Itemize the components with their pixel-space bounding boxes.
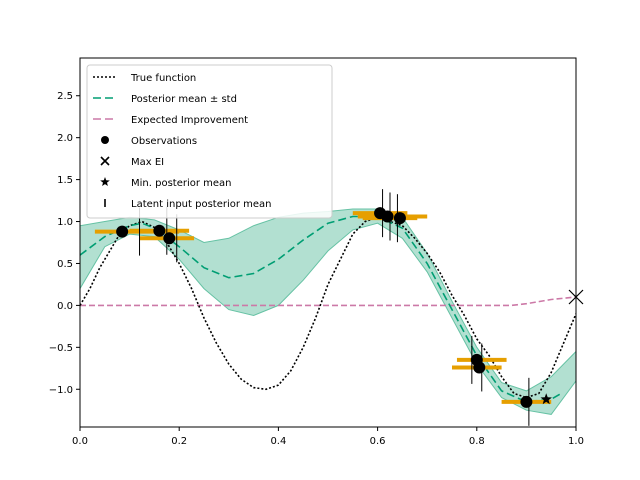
y-tick-label: 1.0 <box>57 217 73 228</box>
observation-point <box>473 361 486 374</box>
observation-point <box>163 232 176 245</box>
plot-frame <box>79 57 577 428</box>
legend-label: True function <box>130 73 196 84</box>
x-axis: 0.0 0.2 0.4 0.6 0.8 1.0 <box>72 427 584 447</box>
observation-point <box>116 225 129 238</box>
posterior-std-band <box>80 208 576 415</box>
plot-area <box>80 189 576 426</box>
min-posterior-mean-marker <box>540 393 552 405</box>
legend-label: Expected Improvement <box>131 115 248 126</box>
x-tick-label: 1.0 <box>568 436 584 447</box>
y-tick-label: −0.5 <box>49 343 73 354</box>
legend-label: Max EI <box>131 157 164 168</box>
x-tick-label: 0.4 <box>270 436 286 447</box>
y-tick-label: 1.5 <box>57 175 73 186</box>
x-tick-label: 0.2 <box>171 436 187 447</box>
y-tick-label: −1.0 <box>49 385 73 396</box>
observation-point <box>153 224 166 237</box>
observation-point <box>520 395 533 408</box>
x-tick-label: 0.8 <box>469 436 485 447</box>
legend: True function Posterior mean ± std Expecte… <box>86 64 333 219</box>
x-tick-label: 0.0 <box>72 436 88 447</box>
observation-point <box>381 210 394 223</box>
y-tick-label: 2.0 <box>57 133 73 144</box>
y-tick-label: 0.0 <box>57 301 73 312</box>
legend-box <box>86 64 333 219</box>
legend-label: Observations <box>131 136 197 147</box>
legend-handle-observations <box>101 136 109 144</box>
x-tick-label: 0.6 <box>370 436 386 447</box>
y-axis: −1.0 −0.5 0.0 0.5 1.0 1.5 2.0 2.5 <box>49 91 80 396</box>
observation-layer <box>94 189 552 426</box>
legend-label: Latent input posterior mean <box>131 199 272 210</box>
expected-improvement-line <box>80 296 576 307</box>
posterior-mean-line <box>80 215 562 403</box>
observation-point <box>393 212 406 225</box>
y-tick-label: 0.5 <box>57 259 73 270</box>
posterior-std-band-layer <box>80 208 576 415</box>
y-tick-label: 2.5 <box>57 91 73 102</box>
legend-handle-max-ei <box>100 156 110 166</box>
legend-handle-min-posterior-mean <box>100 177 110 186</box>
legend-label: Posterior mean ± std <box>131 94 237 105</box>
legend-label: Min. posterior mean <box>131 178 232 189</box>
